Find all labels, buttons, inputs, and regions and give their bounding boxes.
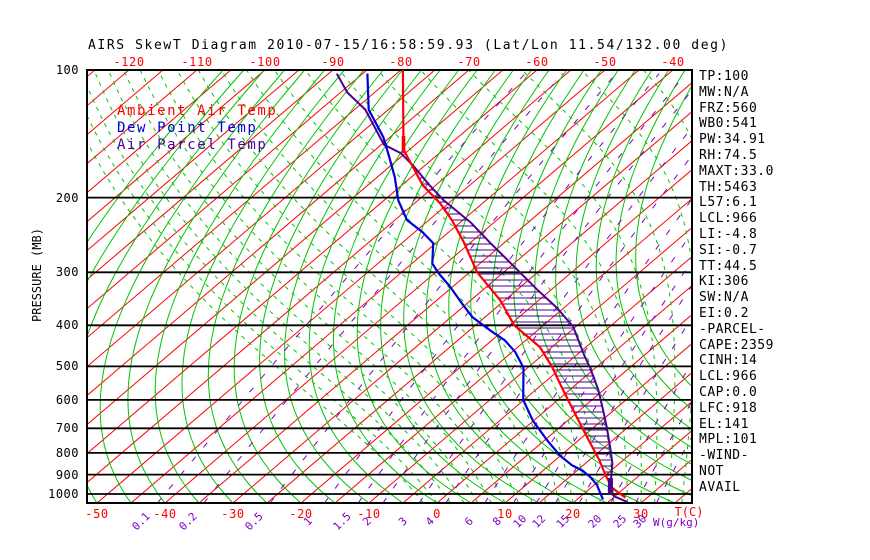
top-axis-tick-label: -90 bbox=[321, 55, 345, 69]
bottom-axis-tick-label: -20 bbox=[289, 507, 313, 521]
pressure-tick-label: 800 bbox=[55, 446, 79, 460]
top-axis-tick-label: -100 bbox=[249, 55, 281, 69]
stat-line: LCL:966 bbox=[699, 369, 758, 385]
pressure-tick-label: 200 bbox=[55, 191, 79, 205]
pressure-tick-label: 900 bbox=[55, 468, 79, 482]
stat-line: LCL:966 bbox=[699, 211, 758, 227]
temp-unit-label: T(C) bbox=[674, 505, 704, 519]
bottom-axis-tick-label: 20 bbox=[565, 507, 581, 521]
stat-line: TH:5463 bbox=[699, 179, 758, 195]
pressure-tick-label: 300 bbox=[55, 265, 79, 279]
stat-line: TT:44.5 bbox=[699, 258, 758, 274]
bottom-axis-tick-label: -10 bbox=[357, 507, 381, 521]
stat-line: PW:34.91 bbox=[699, 132, 766, 148]
stat-line: FRZ:560 bbox=[699, 100, 758, 116]
legend-dew-point-temp: Dew Point Temp bbox=[117, 120, 258, 136]
stat-line: AVAIL bbox=[699, 479, 741, 495]
stat-line: SI:-0.7 bbox=[699, 242, 758, 258]
stat-line: KI:306 bbox=[699, 274, 749, 290]
stat-line: MW:N/A bbox=[699, 84, 749, 100]
stat-line: RH:74.5 bbox=[699, 147, 758, 163]
top-axis-tick-label: -110 bbox=[181, 55, 213, 69]
stat-line: TP:100 bbox=[699, 69, 749, 84]
legend-air-parcel-temp: Air Parcel Temp bbox=[117, 137, 268, 153]
top-axis-tick-label: -60 bbox=[525, 55, 549, 69]
bottom-axis-tick-label: -40 bbox=[153, 507, 177, 521]
pressure-tick-label: 500 bbox=[55, 359, 79, 373]
top-axis-tick-label: -50 bbox=[593, 55, 617, 69]
top-axis-tick-label: -70 bbox=[457, 55, 481, 69]
stat-line: LFC:918 bbox=[699, 400, 758, 416]
pressure-tick-label: 700 bbox=[55, 421, 79, 435]
stat-line: EI:0.2 bbox=[699, 305, 749, 321]
stat-line: LI:-4.8 bbox=[699, 226, 758, 242]
bottom-axis-tick-label: 10 bbox=[497, 507, 513, 521]
sounding-stats-panel: TP:100 MW:N/A FRZ:560 WB0:541 PW:34.91 RH:74.… bbox=[699, 69, 774, 496]
top-axis-tick-label: -120 bbox=[113, 55, 145, 69]
mixing-unit-label: W(g/kg) bbox=[653, 516, 700, 529]
pressure-tick-label: 600 bbox=[55, 393, 79, 407]
bottom-axis-tick-label: -50 bbox=[85, 507, 109, 521]
stat-line: -PARCEL- bbox=[699, 321, 766, 337]
stat-line: CAPE:2359 bbox=[699, 337, 774, 353]
stat-line: EL:141 bbox=[699, 416, 749, 432]
stat-line: L57:6.1 bbox=[699, 195, 758, 211]
top-axis-tick-label: -80 bbox=[389, 55, 413, 69]
stat-line: -WIND- bbox=[699, 448, 749, 464]
page-title: AIRS SkewT Diagram 2010-07-15/16:58:59.9… bbox=[88, 38, 730, 53]
stat-line: MAXT:33.0 bbox=[699, 163, 774, 179]
stat-line: CINH:14 bbox=[699, 353, 758, 369]
bottom-axis-tick-label: 30 bbox=[633, 507, 649, 521]
stat-line: NOT bbox=[699, 463, 724, 479]
legend-ambient-air-temp: Ambient Air Temp bbox=[117, 103, 278, 119]
pressure-tick-label: 1000 bbox=[48, 487, 79, 501]
bottom-axis-tick-label: 0 bbox=[433, 507, 441, 521]
pressure-tick-label: 100 bbox=[55, 63, 79, 77]
top-axis-tick-label: -40 bbox=[661, 55, 685, 69]
stat-line: MPL:101 bbox=[699, 432, 758, 448]
bottom-axis-tick-label: -30 bbox=[221, 507, 245, 521]
stat-line: CAP:0.0 bbox=[699, 384, 758, 400]
pressure-tick-label: 400 bbox=[55, 318, 79, 332]
stat-line: WB0:541 bbox=[699, 116, 758, 132]
stat-line: SW:N/A bbox=[699, 290, 749, 306]
